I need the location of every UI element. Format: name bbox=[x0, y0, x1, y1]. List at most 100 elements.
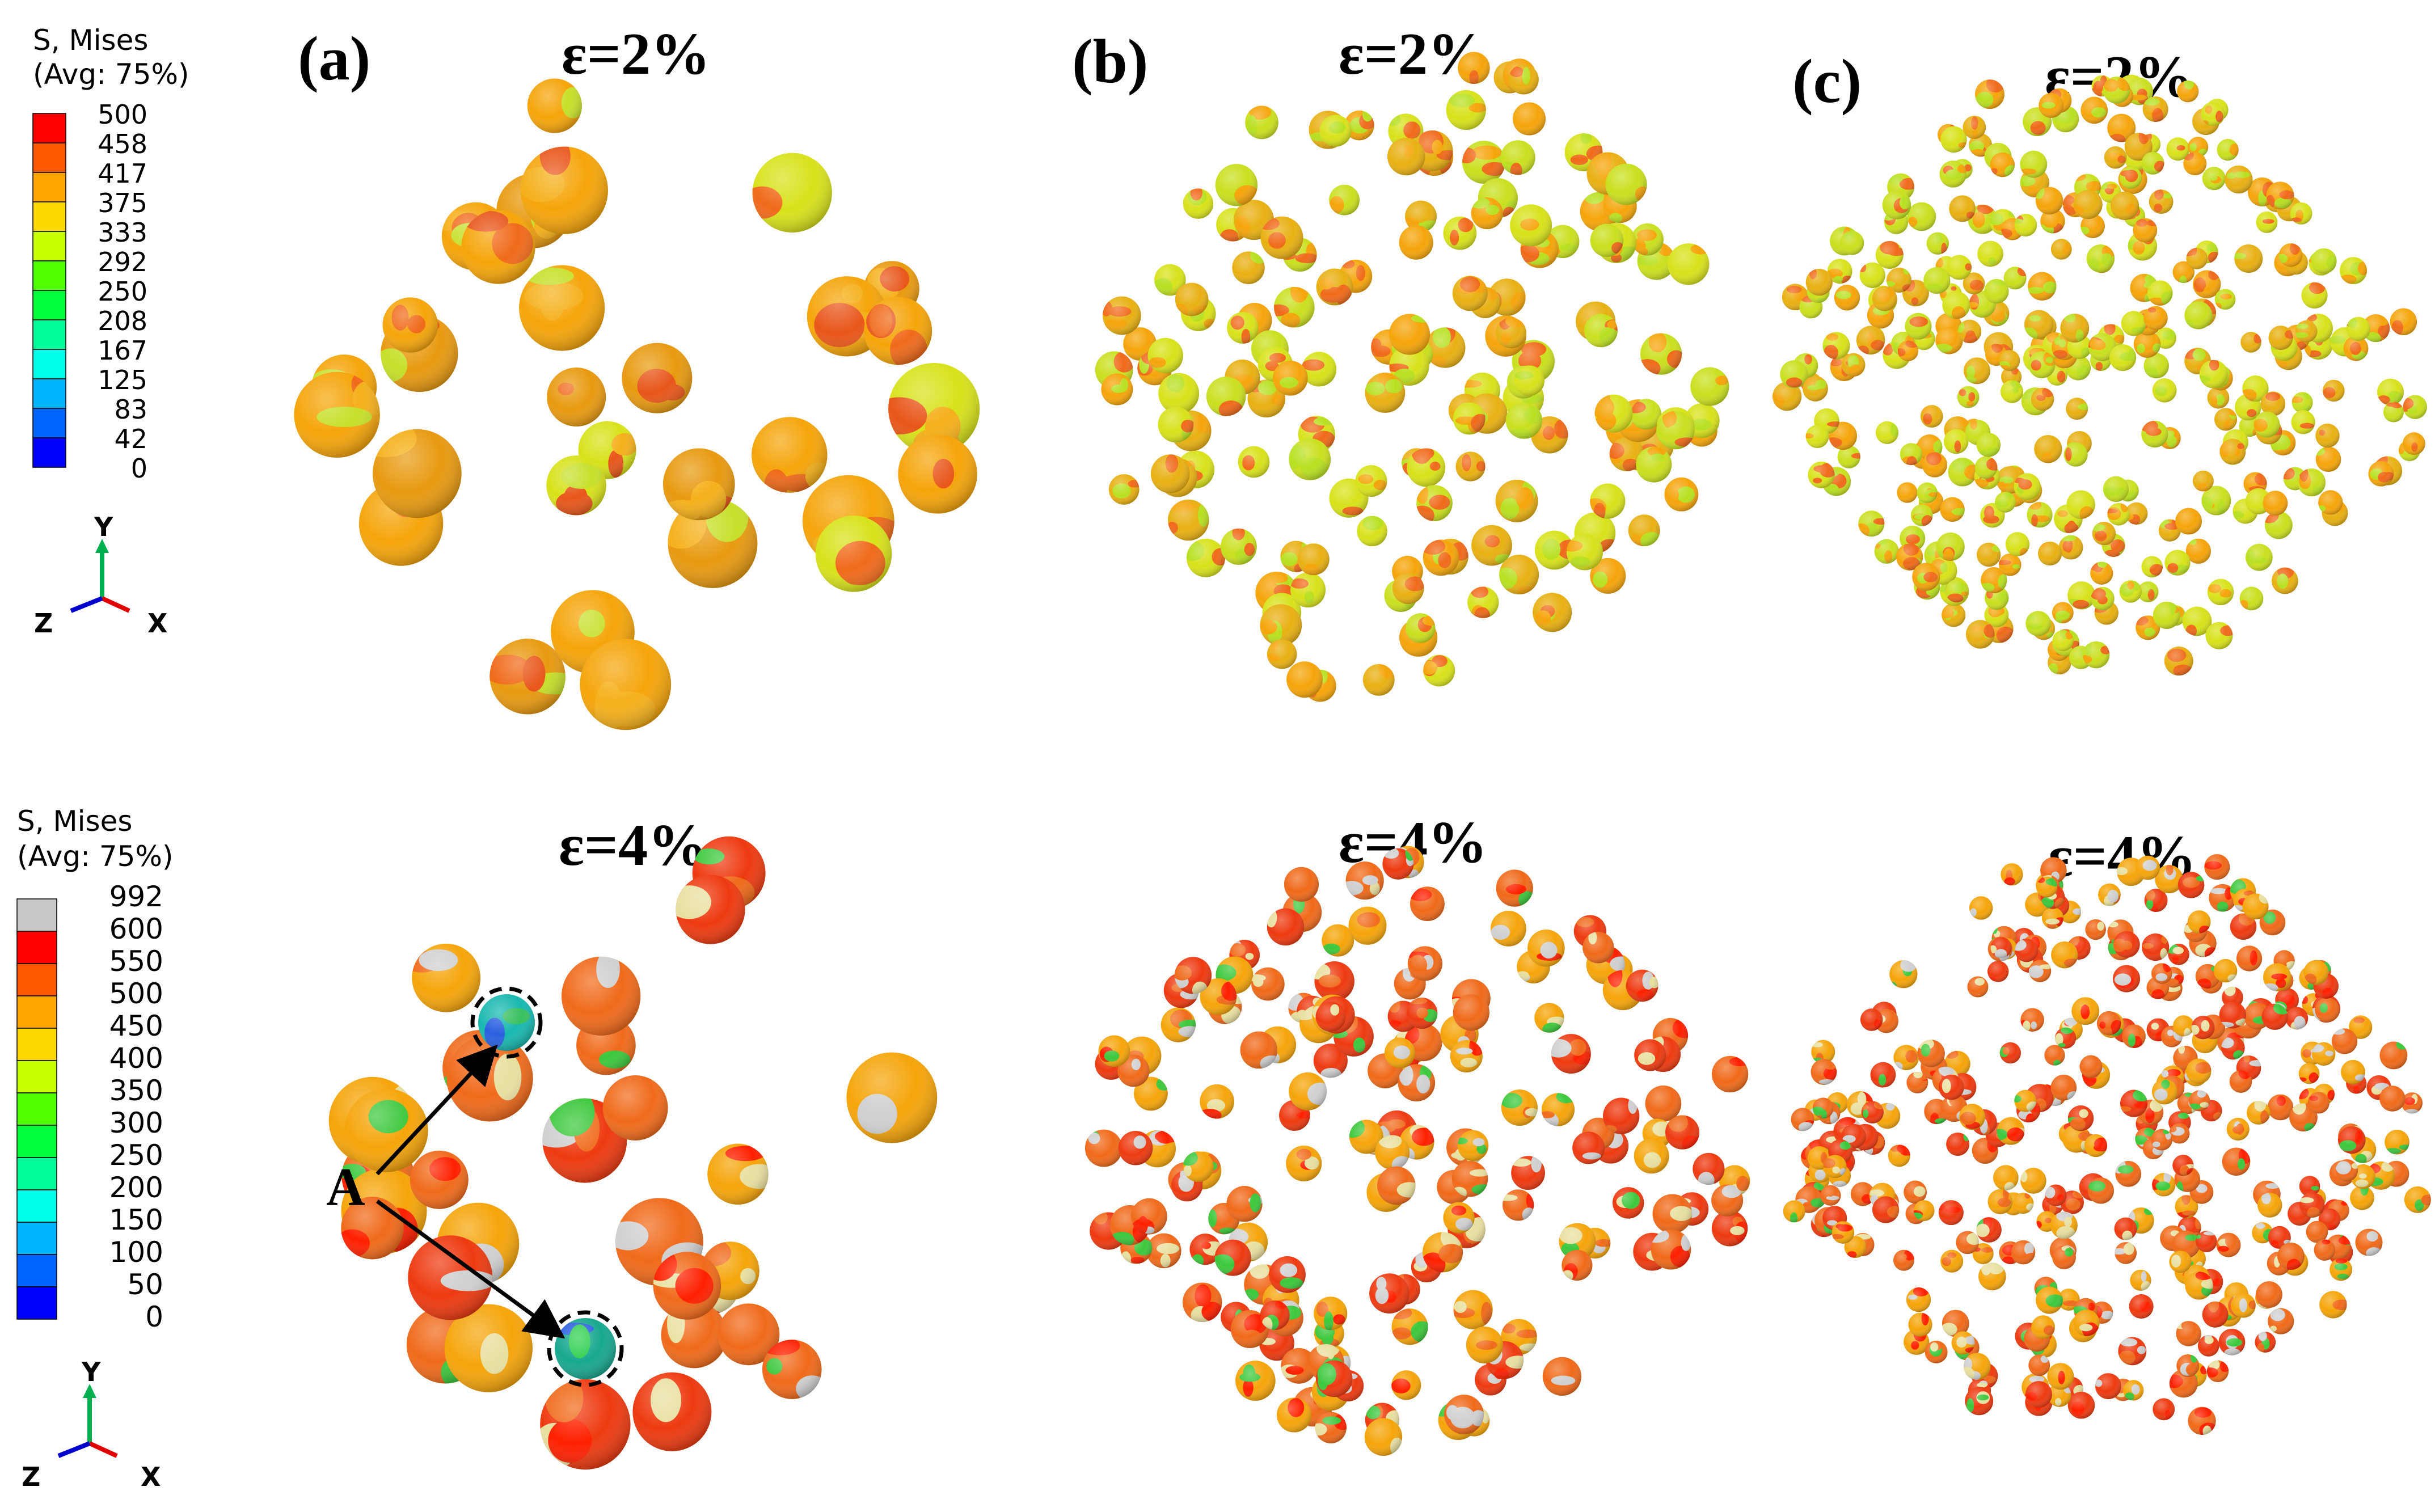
legend-top-title: S, Mises bbox=[33, 24, 148, 57]
particle-sphere bbox=[2186, 247, 2208, 269]
particle-sphere bbox=[1471, 197, 1503, 230]
particle-sphere bbox=[1542, 1357, 1581, 1396]
particle-sphere bbox=[2054, 1027, 2077, 1049]
particle-sphere bbox=[2143, 353, 2169, 379]
particle-sphere bbox=[478, 994, 535, 1051]
particle-sphere bbox=[1711, 1210, 1748, 1247]
particle-sphere bbox=[2319, 1291, 2347, 1319]
legend-tick: 500 bbox=[98, 99, 147, 130]
particle-sphere bbox=[1976, 542, 2001, 567]
particle-sphere bbox=[2348, 1015, 2373, 1039]
particle-sphere bbox=[1496, 318, 1527, 349]
particle-sphere bbox=[1940, 497, 1965, 522]
legend-band bbox=[32, 349, 66, 379]
particle-sphere bbox=[2330, 1258, 2353, 1281]
particle-sphere bbox=[1117, 1055, 1150, 1087]
legend-band bbox=[16, 931, 57, 964]
particle-sphere bbox=[2067, 1105, 2094, 1131]
particle-sphere bbox=[1101, 373, 1133, 406]
particle-sphere bbox=[2255, 1332, 2276, 1353]
particle-sphere bbox=[2355, 1228, 2383, 1256]
particle-sphere bbox=[1423, 1232, 1463, 1273]
legend-tick: 200 bbox=[109, 1171, 163, 1204]
particle-sphere bbox=[2011, 1240, 2036, 1265]
particle-sphere bbox=[1251, 967, 1285, 1001]
particle-sphere bbox=[1514, 365, 1544, 396]
particle-sphere bbox=[1500, 140, 1535, 175]
particle-sphere bbox=[2263, 491, 2288, 516]
axis-triad-bottom: Y Z X bbox=[22, 1357, 161, 1492]
particle-sphere bbox=[1534, 530, 1574, 570]
particle-sphere bbox=[2362, 314, 2390, 343]
particle-sphere bbox=[1976, 433, 2001, 457]
particle-sphere bbox=[1220, 529, 1257, 565]
highlight-circle bbox=[547, 1310, 624, 1387]
particle-sphere bbox=[1289, 438, 1331, 480]
particle-sphere bbox=[1407, 448, 1446, 487]
particle-sphere bbox=[1896, 543, 1923, 571]
particle-sphere bbox=[2197, 1335, 2219, 1357]
particle-sphere bbox=[1511, 1156, 1545, 1190]
particle-sphere bbox=[1344, 110, 1374, 141]
legend-band bbox=[16, 898, 57, 932]
particle-sphere bbox=[2130, 1269, 2151, 1291]
particle-sphere bbox=[1965, 1387, 1994, 1416]
particle-sphere bbox=[2142, 96, 2168, 122]
particle-sphere bbox=[1499, 555, 1539, 595]
particle-sphere bbox=[1102, 296, 1141, 335]
particle-sphere bbox=[1913, 1200, 1935, 1221]
particle-sphere bbox=[1939, 161, 1966, 188]
legend-tick: 400 bbox=[109, 1042, 163, 1075]
particle-sphere bbox=[1534, 1003, 1564, 1033]
particle-sphere bbox=[1999, 554, 2022, 576]
legend-top: S, Mises (Avg: 75%) 500 458 417 375 333 … bbox=[32, 24, 189, 484]
particle-sphere bbox=[1946, 1132, 1970, 1156]
particle-sphere bbox=[2136, 615, 2160, 640]
particle-sphere bbox=[1232, 251, 1265, 284]
particle-sphere bbox=[2267, 1094, 2294, 1121]
particle-sphere bbox=[1355, 465, 1387, 497]
particle-sphere bbox=[2103, 476, 2129, 502]
particle-sphere bbox=[1286, 1145, 1322, 1181]
legend-tick: 458 bbox=[98, 129, 147, 159]
particle-sphere bbox=[1820, 1185, 1841, 1206]
particle-sphere bbox=[1590, 483, 1626, 519]
particle-sphere bbox=[547, 367, 606, 427]
particle-sphere bbox=[2315, 997, 2340, 1023]
particle-sphere bbox=[1457, 1130, 1489, 1162]
particle-sphere bbox=[1284, 867, 1319, 902]
particle-sphere bbox=[2299, 1176, 2320, 1197]
legend-tick: 150 bbox=[109, 1203, 163, 1236]
particle-sphere bbox=[1349, 1120, 1383, 1154]
particle-sphere bbox=[1938, 1200, 1964, 1226]
legend-band bbox=[16, 1157, 57, 1190]
particle-sphere bbox=[2073, 189, 2103, 219]
particle-sphere bbox=[2107, 502, 2130, 526]
particle-sphere bbox=[2246, 1101, 2271, 1125]
particle-sphere bbox=[1406, 613, 1436, 643]
particle-sphere bbox=[1936, 533, 1965, 561]
legend-band bbox=[32, 172, 66, 202]
particle-sphere bbox=[1943, 429, 1969, 454]
particle-sphere bbox=[2147, 280, 2173, 306]
particle-sphere bbox=[1541, 1093, 1575, 1126]
particle-sphere bbox=[1186, 538, 1225, 577]
particle-sphere bbox=[2225, 165, 2253, 194]
particle-sphere bbox=[2048, 1383, 2071, 1407]
particle-sphere bbox=[2136, 855, 2160, 880]
legend-tick: 417 bbox=[98, 158, 147, 189]
particle-sphere bbox=[1316, 268, 1353, 306]
particle-sphere bbox=[1912, 563, 1940, 591]
particle-sphere bbox=[1131, 1198, 1167, 1235]
legend-tick: 375 bbox=[98, 188, 147, 218]
particle-sphere bbox=[1446, 90, 1486, 130]
particle-sphere bbox=[2166, 137, 2190, 161]
legend-tick: 292 bbox=[98, 247, 147, 277]
particle-sphere bbox=[2110, 191, 2139, 220]
particle-sphere bbox=[1711, 1055, 1749, 1093]
particle-sphere bbox=[2315, 423, 2340, 448]
particle-sphere bbox=[1450, 1040, 1483, 1072]
particle-sphere bbox=[294, 371, 380, 458]
particle-sphere bbox=[2052, 1245, 2076, 1269]
particle-sphere bbox=[1831, 1221, 1855, 1244]
